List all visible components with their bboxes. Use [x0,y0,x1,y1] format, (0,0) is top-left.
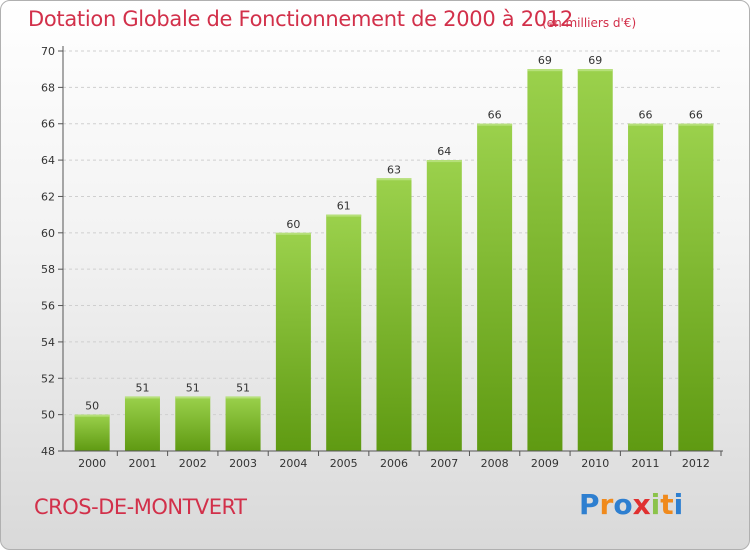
data-label-2003: 51 [236,381,250,394]
logo-letter: r [599,488,614,521]
bar-2006 [376,178,412,452]
bar-2004 [275,232,311,451]
bar-2003 [225,396,261,451]
bar-top-highlight [678,123,714,126]
bar-top-highlight [74,414,110,417]
data-label-2009: 69 [538,54,552,67]
logo-letter: P [579,488,600,521]
logo-letter: i [650,488,661,521]
y-tick-label: 66 [41,118,55,131]
data-label-2007: 64 [437,145,451,158]
y-tick-label: 50 [41,409,55,422]
x-tick-label-2008: 2008 [481,457,509,470]
x-tick-label-2005: 2005 [330,457,358,470]
bar-top-highlight [124,396,160,399]
y-tick-label: 64 [41,154,55,167]
bar-2008 [477,123,513,452]
bar-top-highlight [376,178,412,181]
bar-2001 [124,396,160,451]
data-label-2005: 61 [337,200,351,213]
proxiti-logo: Proxiti [579,488,683,521]
x-tick-label-2002: 2002 [179,457,207,470]
x-tick-label-2011: 2011 [632,457,660,470]
data-label-2002: 51 [186,381,200,394]
bar-top-highlight [275,232,311,235]
bar-2007 [426,160,462,451]
logo-letter: x [632,488,651,521]
data-label-2008: 66 [488,109,502,122]
y-tick-label: 68 [41,81,55,94]
bar-top-highlight [577,69,613,72]
bar-top-highlight [426,160,462,163]
x-tick-label-2009: 2009 [531,457,559,470]
y-tick-label: 58 [41,263,55,276]
bar-2000 [74,414,110,451]
y-tick-label: 52 [41,372,55,385]
data-label-2006: 63 [387,163,401,176]
bar-2005 [326,214,362,451]
data-label-2001: 51 [135,381,149,394]
y-tick-label: 62 [41,190,55,203]
data-label-2011: 66 [639,109,653,122]
bar-2010 [577,69,613,451]
bar-2009 [527,69,563,451]
bar-2002 [175,396,211,451]
bar-top-highlight [628,123,664,126]
logo-letter: o [613,488,633,521]
x-tick-label-2003: 2003 [229,457,257,470]
x-tick-label-2004: 2004 [279,457,307,470]
bar-top-highlight [225,396,261,399]
bar-top-highlight [175,396,211,399]
y-tick-label: 60 [41,227,55,240]
data-label-2012: 66 [689,109,703,122]
x-tick-label-2012: 2012 [682,457,710,470]
data-label-2000: 50 [85,400,99,413]
logo-letter: t [660,488,674,521]
chart-title: Dotation Globale de Fonctionnement de 20… [28,7,573,31]
commune-name: CROS-DE-MONTVERT [34,495,247,519]
logo-letter: i [673,488,684,521]
x-tick-label-2007: 2007 [430,457,458,470]
bar-top-highlight [326,214,362,217]
x-tick-label-2006: 2006 [380,457,408,470]
chart-unit-note: (en milliers d'€) [542,16,637,30]
y-tick-label: 56 [41,300,55,313]
data-label-2010: 69 [588,54,602,67]
y-tick-label: 70 [41,45,55,58]
x-tick-label-2001: 2001 [128,457,156,470]
bar-2011 [628,123,664,452]
x-tick-label-2010: 2010 [581,457,609,470]
y-tick-label: 54 [41,336,55,349]
data-label-2004: 60 [286,218,300,231]
x-tick-label-2000: 2000 [78,457,106,470]
y-tick-label: 48 [41,445,55,458]
bar-top-highlight [477,123,513,126]
bar-top-highlight [527,69,563,72]
bar-2012 [678,123,714,452]
